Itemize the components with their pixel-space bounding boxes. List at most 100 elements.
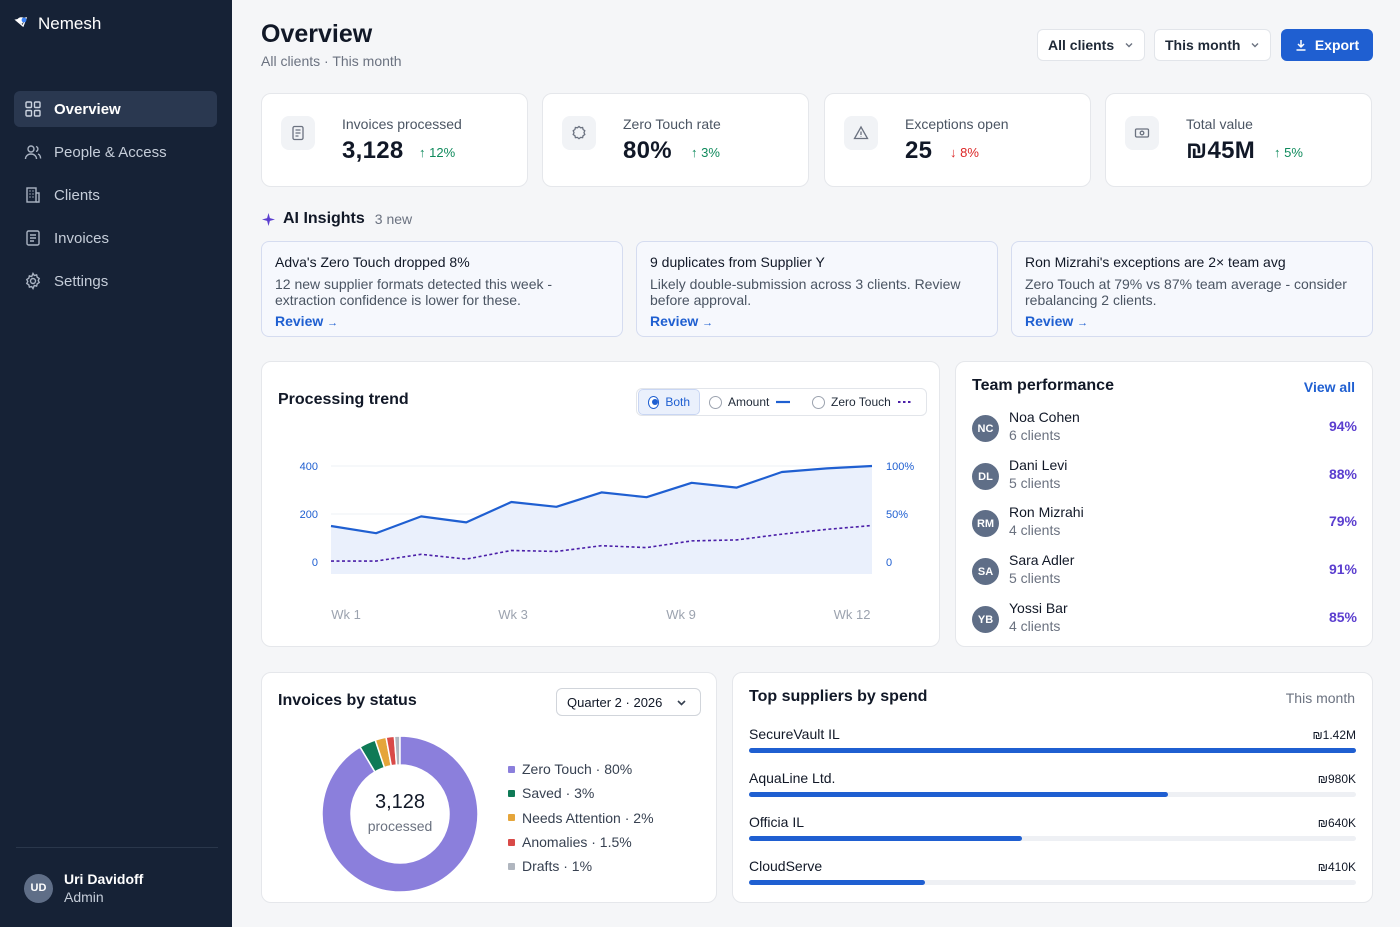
team-member-row[interactable]: YB Yossi Bar 4 clients 85% bbox=[972, 600, 1357, 640]
top-suppliers-card: Top suppliers by spend This month Secure… bbox=[732, 672, 1373, 903]
period-filter-dropdown[interactable]: This month bbox=[1154, 29, 1272, 61]
warning-icon bbox=[844, 116, 878, 150]
supplier-row[interactable]: AquaLine Ltd. ₪980K bbox=[749, 770, 1356, 800]
insight-review-link[interactable]: Review → bbox=[650, 313, 713, 329]
kpi-delta-value: 3% bbox=[701, 145, 720, 160]
status-legend: Zero Touch · 80% Saved · 3% Needs Attent… bbox=[508, 757, 654, 878]
processing-trend-card: Processing trend Both Amount Zero Touch … bbox=[261, 361, 940, 647]
member-clients: 4 clients bbox=[1009, 522, 1061, 538]
sidebar-item-overview[interactable]: Overview bbox=[14, 91, 217, 127]
donut-slice bbox=[321, 735, 479, 893]
insight-card: Adva's Zero Touch dropped 8% 12 new supp… bbox=[261, 241, 623, 337]
radio-icon bbox=[812, 395, 825, 409]
kpi-delta: ↓ 8% bbox=[950, 145, 979, 160]
download-icon bbox=[1296, 40, 1306, 51]
supplier-name: CloudServe bbox=[749, 858, 823, 874]
sidebar-item-settings[interactable]: Settings bbox=[14, 263, 217, 299]
page-subtitle: All clients · This month bbox=[261, 53, 402, 69]
member-name: Noa Cohen bbox=[1009, 409, 1080, 425]
view-all-link[interactable]: View all bbox=[1303, 379, 1355, 395]
badge-icon bbox=[562, 116, 596, 150]
sidebar-divider bbox=[16, 847, 218, 848]
client-filter-dropdown[interactable]: All clients bbox=[1037, 29, 1146, 61]
toggle-zero-touch[interactable]: Zero Touch bbox=[803, 389, 923, 415]
insight-body: 12 new supplier formats detected this we… bbox=[275, 276, 553, 308]
building-icon bbox=[26, 187, 40, 203]
y-left-tick-label: 200 bbox=[300, 509, 318, 521]
kpi-card-invoices-processed: Invoices processed 3,128 ↑ 12% bbox=[261, 93, 528, 187]
supplier-row[interactable]: SecureVault IL ₪1.42M bbox=[749, 726, 1356, 756]
sidebar: Nemesh Overview People & Access Clients … bbox=[0, 0, 232, 927]
legend-swatch bbox=[508, 862, 515, 870]
sidebar-item-invoices[interactable]: Invoices bbox=[14, 220, 217, 256]
member-clients: 6 clients bbox=[1009, 427, 1061, 443]
avatar: NC bbox=[972, 415, 999, 442]
insight-title: 9 duplicates from Supplier Y bbox=[650, 254, 825, 270]
sidebar-item-clients[interactable]: Clients bbox=[14, 177, 217, 213]
toggle-both[interactable]: Both bbox=[638, 389, 700, 415]
series-toggle: Both Amount Zero Touch bbox=[636, 388, 927, 416]
arrow-up-icon: ↑ bbox=[1274, 145, 1281, 160]
supplier-name: Officia IL bbox=[749, 814, 804, 830]
amount-area bbox=[331, 466, 872, 574]
toggle-amount[interactable]: Amount bbox=[700, 389, 803, 415]
team-member-row[interactable]: SA Sara Adler 5 clients 91% bbox=[972, 552, 1357, 592]
supplier-row[interactable]: CloudServe ₪410K bbox=[749, 858, 1356, 888]
supplier-bar-track bbox=[749, 836, 1356, 841]
legend-swatch bbox=[508, 789, 515, 797]
arrow-down-icon: ↓ bbox=[950, 145, 957, 160]
insight-review-link[interactable]: Review → bbox=[1025, 313, 1088, 329]
insight-review-link[interactable]: Review → bbox=[275, 313, 338, 329]
avatar: UD bbox=[24, 873, 53, 903]
supplier-row[interactable]: Officia IL ₪640K bbox=[749, 814, 1356, 844]
member-clients: 5 clients bbox=[1009, 570, 1061, 586]
team-member-row[interactable]: RM Ron Mizrahi 4 clients 79% bbox=[972, 504, 1357, 544]
review-label: Review bbox=[650, 313, 699, 329]
user-profile[interactable]: UD Uri Davidoff Admin bbox=[24, 870, 143, 906]
sidebar-item-people-access[interactable]: People & Access bbox=[14, 134, 217, 170]
supplier-value: ₪1.42M bbox=[1312, 728, 1356, 742]
legend-label: Needs Attention · 2% bbox=[522, 809, 654, 826]
export-button[interactable]: Export bbox=[1281, 29, 1373, 61]
ai-insights-header: AI Insights 3 new bbox=[262, 210, 412, 228]
supplier-name: SecureVault IL bbox=[749, 726, 840, 742]
brand-logo[interactable]: Nemesh bbox=[14, 14, 101, 34]
arrow-up-icon: ↑ bbox=[691, 145, 698, 160]
avatar: RM bbox=[972, 510, 999, 537]
dashed-line-swatch-icon bbox=[897, 401, 912, 403]
ai-insights-count: 3 new bbox=[374, 211, 413, 227]
quarter-label: Quarter 2 · 2026 bbox=[567, 694, 663, 710]
team-performance-title: Team performance bbox=[972, 377, 1114, 394]
insight-title: Ron Mizrahi's exceptions are 2× team avg bbox=[1025, 254, 1286, 270]
legend-item: Needs Attention · 2% bbox=[508, 806, 654, 830]
quarter-dropdown[interactable]: Quarter 2 · 2026 bbox=[556, 688, 701, 716]
y-right-tick-label: 50% bbox=[886, 509, 908, 521]
insight-body: Likely double-submission across 3 client… bbox=[650, 276, 961, 308]
insight-card: Ron Mizrahi's exceptions are 2× team avg… bbox=[1011, 241, 1373, 337]
user-name: Uri Davidoff bbox=[64, 871, 144, 887]
trend-chart: 400 200 0 100% 50% 0 Wk 1 Wk 3 Wk 9 Wk 12 bbox=[300, 461, 915, 622]
team-member-row[interactable]: NC Noa Cohen 6 clients 94% bbox=[972, 409, 1357, 449]
supplier-bar-track bbox=[749, 748, 1356, 753]
kpi-label: Invoices processed bbox=[342, 116, 462, 132]
gear-icon bbox=[25, 272, 41, 290]
invoices-by-status-card: Invoices by status Quarter 2 · 2026 3,12… bbox=[261, 672, 717, 903]
arrow-right-icon: → bbox=[327, 317, 339, 329]
member-name: Sara Adler bbox=[1009, 552, 1075, 568]
kpi-label: Zero Touch rate bbox=[623, 116, 721, 132]
team-member-row[interactable]: DL Dani Levi 5 clients 88% bbox=[972, 457, 1357, 497]
supplier-bar-fill bbox=[749, 792, 1168, 797]
insight-card: 9 duplicates from Supplier Y Likely doub… bbox=[636, 241, 998, 337]
y-left-tick-label: 400 bbox=[300, 461, 318, 473]
top-suppliers-title: Top suppliers by spend bbox=[749, 688, 928, 705]
kpi-delta-value: 5% bbox=[1284, 145, 1303, 160]
review-label: Review bbox=[1025, 313, 1074, 329]
legend-swatch bbox=[508, 814, 515, 822]
ai-insights-title: AI Insights bbox=[283, 210, 365, 227]
x-tick-label: Wk 3 bbox=[498, 607, 528, 622]
processing-trend-title: Processing trend bbox=[278, 391, 409, 408]
avatar: YB bbox=[972, 606, 999, 633]
user-role: Admin bbox=[64, 889, 104, 905]
x-tick-label: Wk 12 bbox=[834, 607, 871, 622]
legend-swatch bbox=[508, 838, 515, 846]
